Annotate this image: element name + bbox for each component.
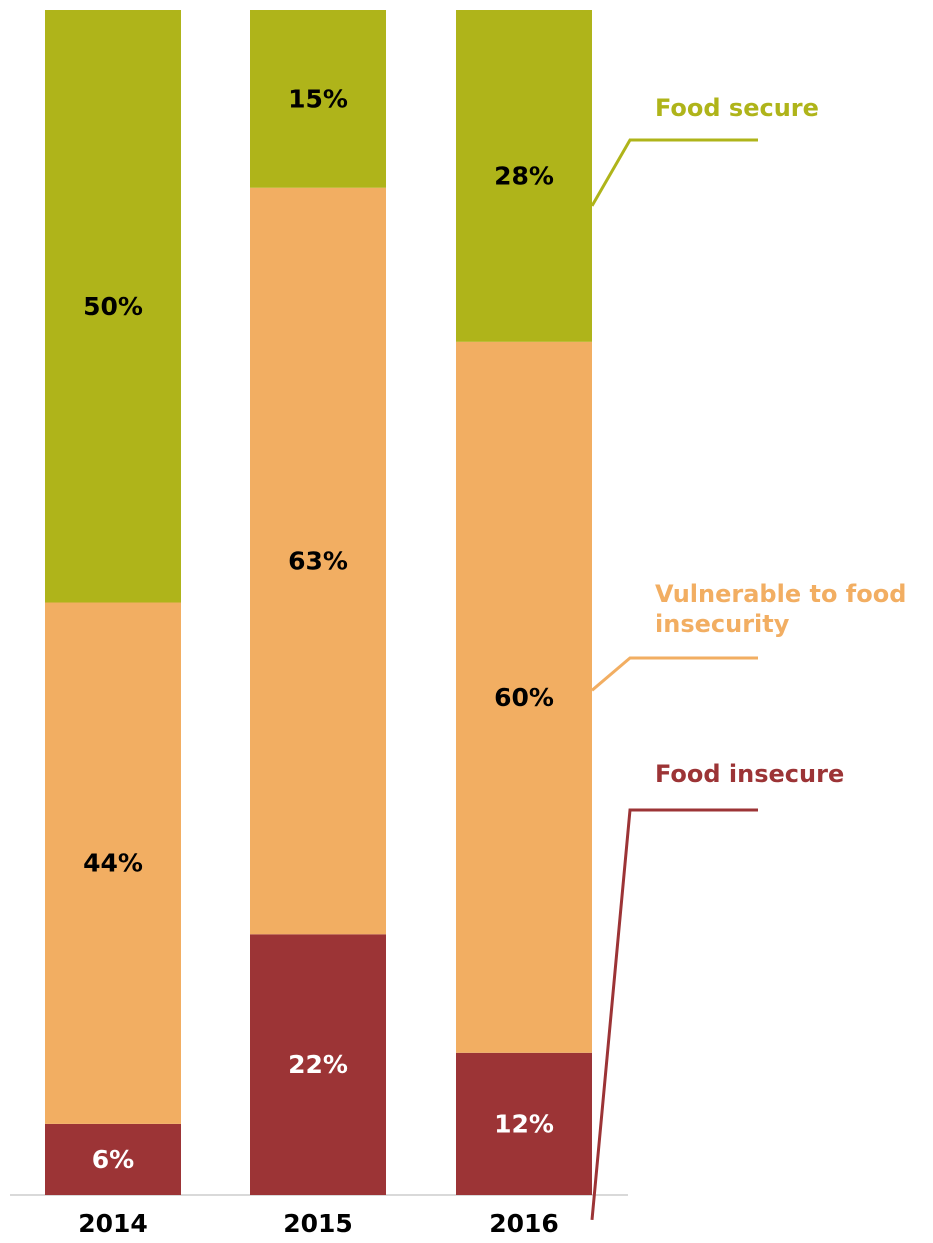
bar-food-secure-2015 — [250, 10, 386, 188]
data-label-vulnerable-to-food-insecurity-2015: 63% — [288, 547, 348, 576]
bar-vulnerable-to-food-insecurity-2014 — [45, 602, 181, 1124]
x-tick-label-2015: 2015 — [283, 1209, 353, 1238]
bar-vulnerable-to-food-insecurity-2015 — [250, 187, 386, 935]
legend-label-food-insecure: Food insecure — [655, 760, 844, 788]
bar-food-insecure-2015 — [250, 934, 386, 1195]
data-label-food-secure-2015: 15% — [288, 84, 348, 113]
data-label-vulnerable-to-food-insecurity-2016: 60% — [494, 683, 554, 712]
x-tick-label-2016: 2016 — [489, 1209, 559, 1238]
data-label-food-secure-2016: 28% — [494, 161, 554, 190]
legend-leader-line-vulnerable-to-food-insecurity — [591, 656, 758, 692]
legend-leader-line-food-insecure — [590, 808, 758, 1221]
data-label-vulnerable-to-food-insecurity-2014: 44% — [83, 849, 143, 878]
bar-food-secure-2014 — [45, 10, 181, 603]
legend-label-vulnerable-to-food-insecurity-line-1: Vulnerable to food — [655, 580, 906, 608]
bar-food-insecure-2016 — [456, 1052, 592, 1195]
bar-food-insecure-2014 — [45, 1123, 181, 1195]
legend-leader-line-food-secure — [590, 138, 758, 207]
legend-label-food-secure: Food secure — [655, 94, 819, 122]
legend-label-vulnerable-to-food-insecurity-line-2: insecurity — [655, 610, 790, 638]
x-axis-tick-labels: 2014 2015 2016 — [78, 1209, 559, 1238]
bar-food-secure-2016 — [456, 10, 592, 342]
bars-group: 6% 44% 50% 22% 63% 15% 12% 60% 28% — [45, 10, 592, 1195]
data-label-food-insecure-2016: 12% — [494, 1109, 554, 1138]
data-label-food-insecure-2014: 6% — [92, 1145, 134, 1174]
bar-vulnerable-to-food-insecurity-2016 — [456, 341, 592, 1053]
x-tick-label-2014: 2014 — [78, 1209, 148, 1238]
data-label-food-secure-2014: 50% — [83, 292, 143, 321]
data-label-food-insecure-2015: 22% — [288, 1050, 348, 1079]
